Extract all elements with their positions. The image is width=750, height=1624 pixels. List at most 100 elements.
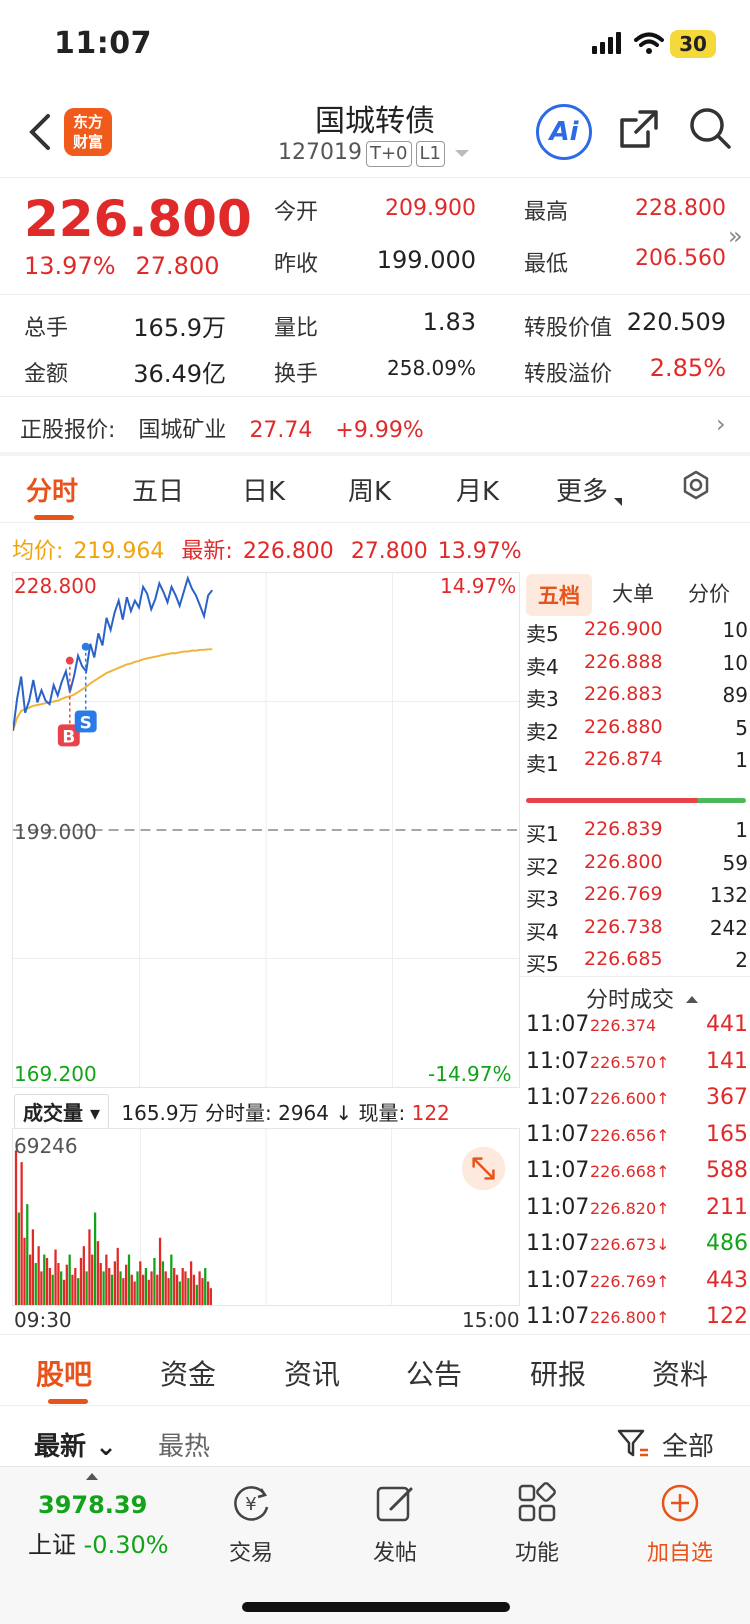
volume-bar — [150, 1271, 153, 1305]
open-value: 209.900 — [385, 196, 476, 221]
x-tick-open: 09:30 — [14, 1308, 72, 1332]
bid-row[interactable]: 买1 226.839 1 — [526, 818, 748, 846]
conversion-value: 220.509 — [626, 308, 726, 336]
edit-icon — [376, 1486, 413, 1522]
volume-bar — [158, 1237, 162, 1305]
nav-trade[interactable]: ¥ 交易 — [211, 1481, 291, 1567]
tag-t0: T+0 — [365, 141, 412, 167]
volume-bar — [79, 1257, 83, 1305]
bid-row[interactable]: 买3 226.769 132 — [526, 883, 748, 911]
volume-bar — [136, 1271, 139, 1305]
trade-row: 11:07 226.600↑ 367 — [526, 1085, 748, 1110]
gear-icon[interactable] — [678, 467, 714, 503]
tab-five-day[interactable]: 五日 — [132, 477, 185, 507]
intraday-price-chart[interactable]: B S — [12, 572, 520, 1088]
chart-tabs: 分时 五日 日K 周K 月K 更多 — [0, 455, 750, 523]
svg-text:¥: ¥ — [245, 1494, 256, 1515]
sort-newest[interactable]: 最新 ⌄ — [34, 1432, 117, 1462]
ask-row[interactable]: 卖3 226.883 89 — [526, 683, 748, 711]
sort-hot[interactable]: 最热 — [158, 1432, 211, 1462]
ask-row[interactable]: 卖2 226.880 5 — [526, 715, 748, 744]
filter-all[interactable]: 全部 — [662, 1432, 715, 1462]
volume-bar — [204, 1268, 207, 1305]
avg-price-series — [13, 648, 213, 732]
expand-quote-icon[interactable]: » — [728, 222, 743, 250]
back-icon[interactable] — [26, 112, 52, 152]
volume-bar — [206, 1281, 210, 1305]
volume-bar — [195, 1284, 198, 1305]
tab-price-dist[interactable]: 分价 — [688, 582, 730, 606]
volume-bar — [130, 1274, 133, 1305]
tab-forum[interactable]: 股吧 — [36, 1358, 93, 1391]
underlying-pct: +9.99% — [335, 418, 424, 443]
volume-ratio-value: 1.83 — [422, 308, 476, 336]
open-label: 今开 — [274, 200, 319, 225]
bid-row[interactable]: 买4 226.738 242 — [526, 915, 748, 944]
price-change: 13.97% 27.800 — [24, 252, 220, 280]
x-tick-close: 15:00 — [462, 1308, 520, 1332]
volume-bar — [147, 1279, 150, 1305]
volume-bar — [122, 1278, 125, 1305]
tab-big-orders[interactable]: 大单 — [612, 582, 654, 606]
trade-icon: ¥ — [234, 1486, 269, 1521]
nav-post[interactable]: 发帖 — [355, 1481, 435, 1567]
nav-functions[interactable]: 功能 — [497, 1481, 577, 1567]
bid-row[interactable]: 买5 226.685 2 — [526, 948, 748, 976]
security-code[interactable]: 127019 T+0 L1 — [278, 140, 469, 167]
volume-bar — [184, 1271, 187, 1305]
volume-value: 165.9万 — [133, 314, 226, 342]
tab-funds[interactable]: 资金 — [160, 1358, 217, 1391]
tab-more[interactable]: 更多 — [556, 471, 623, 508]
volume-bar — [28, 1254, 32, 1305]
volume-bar — [57, 1262, 60, 1305]
tab-weekly-k[interactable]: 周K — [348, 477, 392, 507]
tab-intraday[interactable]: 分时 — [26, 477, 79, 507]
nav-add-watchlist[interactable]: 加自选 — [640, 1481, 720, 1567]
ask-row[interactable]: 卖1 226.874 1 — [526, 748, 748, 776]
tab-daily-k[interactable]: 日K — [242, 477, 286, 507]
bottom-nav: 3978.39 上证 -0.30% ¥ 交易 发帖 功能 加自选 — [0, 1466, 750, 1624]
index-ticker[interactable]: 上证 -0.30% — [28, 1531, 169, 1559]
chevron-up-icon[interactable] — [86, 1473, 98, 1480]
tab-five-levels[interactable]: 五档 — [526, 574, 592, 616]
underlying-label: 正股报价: — [20, 418, 116, 443]
underlying-stock-row[interactable]: 正股报价: 国城矿业 27.74 +9.99% — [20, 412, 440, 444]
volume-bar — [181, 1268, 184, 1305]
volume-bar — [99, 1262, 102, 1305]
search-icon[interactable] — [688, 106, 732, 150]
volume-bar — [40, 1271, 43, 1305]
share-icon[interactable] — [618, 108, 660, 150]
volume-bar — [119, 1271, 122, 1305]
tab-monthly-k[interactable]: 月K — [456, 477, 500, 507]
volume-bar — [77, 1278, 80, 1305]
ai-button[interactable]: Ai — [536, 104, 592, 160]
ask-row[interactable]: 卖5 226.900 10 — [526, 618, 748, 646]
tab-profile[interactable]: 资料 — [652, 1358, 709, 1391]
volume-bar — [192, 1274, 196, 1305]
volume-bar — [54, 1249, 57, 1305]
sell-marker[interactable]: S — [74, 642, 97, 733]
volume-bar — [62, 1279, 66, 1305]
volume-bar — [85, 1271, 88, 1305]
high-label: 最高 — [524, 200, 569, 225]
index-value[interactable]: 3978.39 — [38, 1491, 148, 1519]
conversion-premium-value: 2.85% — [649, 354, 726, 382]
indicator-select[interactable]: 成交量 ▾ — [14, 1094, 110, 1129]
volume-bar — [51, 1274, 54, 1305]
price-series — [13, 575, 213, 731]
tab-research[interactable]: 研报 — [530, 1358, 587, 1391]
tab-news[interactable]: 资讯 — [284, 1358, 341, 1391]
chevron-right-icon[interactable]: › — [716, 410, 726, 438]
volume-bar — [125, 1264, 128, 1305]
volume-chart[interactable] — [12, 1128, 520, 1306]
underlying-price: 27.74 — [249, 418, 313, 443]
tab-announcements[interactable]: 公告 — [406, 1358, 463, 1391]
ask-row[interactable]: 卖4 226.888 10 — [526, 650, 748, 679]
trades-header[interactable]: 分时成交 — [586, 982, 699, 1014]
trade-row: 11:07 226.820↑ 211 — [526, 1194, 748, 1220]
volume-bar — [164, 1271, 167, 1305]
volume-ratio-label: 量比 — [274, 316, 319, 341]
prev-close-value: 199.000 — [376, 246, 476, 274]
filter-icon[interactable] — [616, 1426, 650, 1460]
bid-row[interactable]: 买2 226.800 59 — [526, 850, 748, 879]
